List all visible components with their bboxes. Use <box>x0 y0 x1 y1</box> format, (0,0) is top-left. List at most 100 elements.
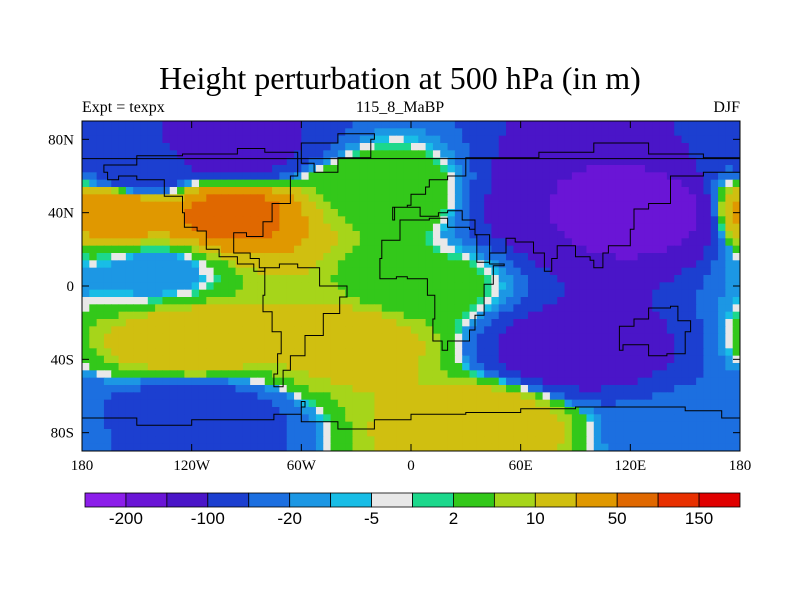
field-cell <box>111 399 120 408</box>
field-cell <box>250 319 259 327</box>
field-cell <box>491 399 500 408</box>
field-cell <box>696 253 705 261</box>
field-cell <box>103 201 112 210</box>
field-cell <box>608 209 617 217</box>
field-cell <box>652 135 661 144</box>
colorbar-label: 150 <box>685 509 713 528</box>
field-cell <box>250 238 259 247</box>
field-cell <box>447 436 456 445</box>
field-cell <box>184 135 193 144</box>
field-cell <box>535 216 544 225</box>
field-cell <box>484 223 493 232</box>
field-cell <box>542 377 551 386</box>
field-cell <box>96 260 105 269</box>
field-cell <box>345 385 354 393</box>
x-tick-label: 180 <box>71 458 94 474</box>
field-cell <box>623 392 631 401</box>
field-cell <box>520 407 529 415</box>
field-cell <box>506 238 514 247</box>
field-cell <box>659 187 668 195</box>
field-cell <box>89 128 98 137</box>
field-cell <box>440 231 449 239</box>
field-cell <box>718 399 726 408</box>
field-cell <box>644 392 653 401</box>
field-cell <box>418 165 427 173</box>
field-cell <box>198 121 207 129</box>
field-cell <box>454 421 463 430</box>
field-cell <box>155 304 164 313</box>
field-cell <box>396 289 405 298</box>
field-cell <box>579 443 588 451</box>
field-cell <box>601 253 609 261</box>
field-cell <box>564 421 573 430</box>
x-tick-label: 120W <box>173 458 211 474</box>
field-cell <box>520 421 529 430</box>
field-cell <box>688 304 697 313</box>
field-cell <box>337 253 346 261</box>
field-cell <box>206 304 215 313</box>
field-cell <box>337 436 346 445</box>
field-cell <box>527 165 536 173</box>
field-cell <box>242 275 251 283</box>
field-cell <box>352 135 361 144</box>
field-cell <box>257 216 266 225</box>
field-cell <box>264 216 273 225</box>
field-cell <box>206 348 215 357</box>
field-cell <box>367 231 376 239</box>
field-cell <box>608 165 617 173</box>
field-cell <box>732 436 740 445</box>
field-cell <box>367 253 376 261</box>
field-cell <box>155 216 164 225</box>
field-cell <box>593 421 602 430</box>
field-cell <box>96 355 105 364</box>
field-cell <box>381 165 390 173</box>
field-cell <box>710 355 719 364</box>
field-cell <box>359 363 368 371</box>
field-cell <box>257 289 266 298</box>
field-cell <box>389 172 397 181</box>
field-cell <box>688 355 697 364</box>
field-cell <box>703 341 712 349</box>
field-cell <box>359 238 368 247</box>
field-cell <box>491 209 500 217</box>
field-cell <box>535 238 544 247</box>
field-cell <box>177 392 185 401</box>
field-cell <box>440 333 449 342</box>
field-cell <box>315 143 324 151</box>
field-cell <box>527 282 536 291</box>
field-cell <box>272 253 280 261</box>
field-cell <box>440 150 449 159</box>
field-cell <box>308 407 317 415</box>
field-cell <box>666 348 675 357</box>
field-cell <box>411 311 419 320</box>
field-cell <box>506 143 514 151</box>
field-cell <box>213 363 222 371</box>
field-cell <box>359 267 368 276</box>
field-cell <box>601 407 609 415</box>
field-cell <box>294 143 302 151</box>
field-cell <box>703 385 712 393</box>
field-cell <box>396 355 405 364</box>
field-cell <box>389 429 397 437</box>
field-cell <box>155 260 164 269</box>
field-cell <box>235 407 244 415</box>
field-cell <box>337 392 346 401</box>
field-cell <box>198 267 207 276</box>
field-cell <box>454 231 463 239</box>
field-cell <box>703 216 712 225</box>
field-cell <box>330 260 339 269</box>
field-cell <box>162 135 171 144</box>
field-cell <box>184 275 193 283</box>
field-cell <box>498 165 507 173</box>
field-cell <box>593 157 602 166</box>
field-cell <box>637 392 646 401</box>
field-cell <box>367 319 376 327</box>
field-cell <box>381 392 390 401</box>
field-cell <box>213 399 222 408</box>
field-cell <box>228 231 237 239</box>
field-cell <box>352 194 361 203</box>
field-cell <box>169 319 178 327</box>
field-cell <box>198 319 207 327</box>
field-cell <box>506 275 514 283</box>
field-cell <box>535 143 544 151</box>
